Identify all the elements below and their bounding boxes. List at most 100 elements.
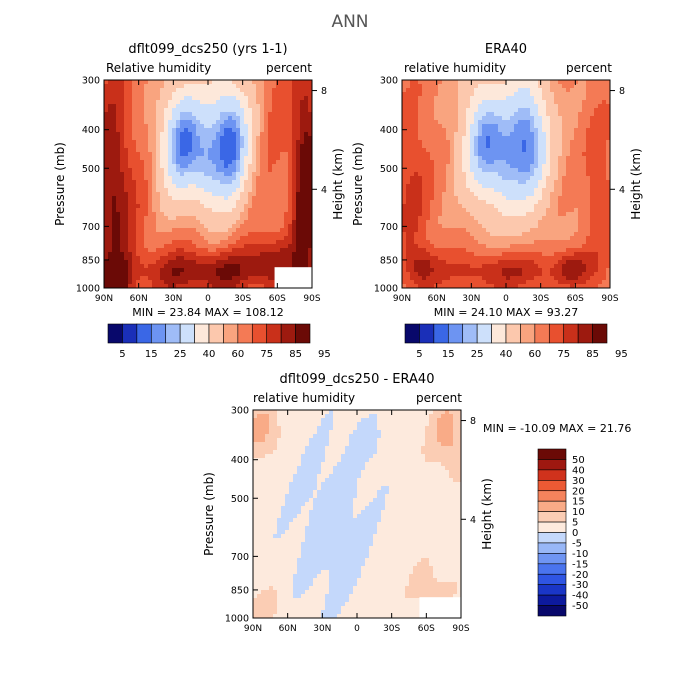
contour-cell	[602, 128, 607, 133]
contour-cell	[216, 100, 221, 105]
contour-cell	[566, 124, 571, 129]
contour-cell	[308, 184, 312, 189]
contour-cell	[434, 164, 439, 169]
contour-cell	[594, 116, 599, 121]
contour-cell	[128, 96, 133, 101]
contour-cell	[156, 200, 161, 205]
contour-cell	[116, 180, 121, 185]
contour-cell	[304, 232, 309, 237]
contour-cell	[204, 88, 209, 93]
contour-cell	[534, 244, 539, 249]
contour-cell	[152, 200, 157, 205]
contour-cell	[280, 84, 285, 89]
contour-cell	[522, 100, 527, 105]
contour-cell	[470, 228, 475, 233]
contour-cell	[172, 164, 177, 169]
contour-cell	[422, 160, 427, 165]
contour-cell	[200, 152, 205, 157]
contour-cell	[220, 112, 225, 117]
contour-cell	[148, 204, 153, 209]
contour-cell	[184, 264, 189, 269]
contour-cell	[562, 208, 567, 213]
contour-cell	[570, 144, 575, 149]
contour-cell	[196, 196, 201, 201]
contour-cell	[442, 236, 447, 241]
contour-cell	[418, 220, 423, 225]
contour-cell	[426, 144, 431, 149]
contour-cell	[284, 96, 289, 101]
contour-cell	[494, 160, 499, 165]
contour-cell	[264, 216, 269, 221]
contour-cell	[236, 212, 241, 217]
contour-cell	[554, 136, 559, 141]
contour-cell	[276, 216, 281, 221]
contour-cell	[144, 164, 149, 169]
contour-cell	[240, 172, 245, 177]
contour-cell	[280, 80, 285, 85]
contour-cell	[236, 200, 241, 205]
contour-cell	[240, 184, 245, 189]
contour-cell	[482, 80, 487, 85]
contour-cell	[578, 84, 583, 89]
contour-cell	[168, 224, 173, 229]
contour-cell	[252, 84, 257, 89]
contour-cell	[124, 148, 129, 153]
contour-cell	[204, 236, 209, 241]
contour-cell	[410, 224, 415, 229]
contour-cell	[116, 84, 121, 89]
contour-cell	[410, 156, 415, 161]
contour-cell	[308, 188, 312, 193]
contour-cell	[514, 224, 519, 229]
contour-cell	[474, 144, 479, 149]
contour-cell	[160, 192, 165, 197]
contour-cell	[280, 180, 285, 185]
contour-cell	[136, 248, 141, 253]
contour-cell	[518, 208, 523, 213]
contour-cell	[486, 132, 491, 137]
contour-cell	[434, 184, 439, 189]
contour-cell	[490, 212, 495, 217]
contour-cell	[534, 116, 539, 121]
contour-cell	[518, 228, 523, 233]
contour-cell	[308, 168, 312, 173]
contour-cell	[132, 176, 137, 181]
contour-cell	[414, 156, 419, 161]
contour-cell	[132, 172, 137, 177]
contour-cell	[104, 236, 109, 241]
contour-cell	[494, 124, 499, 129]
contour-cell	[450, 136, 455, 141]
contour-cell	[514, 132, 519, 137]
contour-cell	[212, 220, 217, 225]
contour-cell	[570, 188, 575, 193]
contour-cell	[466, 220, 471, 225]
contour-cell	[458, 136, 463, 141]
contour-cell	[490, 88, 495, 93]
contour-cell	[450, 148, 455, 153]
contour-cell	[554, 144, 559, 149]
contour-cell	[148, 184, 153, 189]
contour-cell	[478, 232, 483, 237]
contour-cell	[550, 208, 555, 213]
contour-cell	[434, 244, 439, 249]
contour-cell	[120, 220, 125, 225]
contour-cell	[132, 124, 137, 129]
contour-cell	[148, 236, 153, 241]
contour-cell	[240, 176, 245, 181]
contour-cell	[236, 160, 241, 165]
contour-cell	[116, 124, 121, 129]
contour-cell	[184, 88, 189, 93]
contour-cell	[558, 188, 563, 193]
contour-cell	[574, 248, 579, 253]
contour-cell	[308, 196, 312, 201]
contour-cell	[112, 204, 117, 209]
contour-cell	[280, 128, 285, 133]
contour-cell	[300, 168, 305, 173]
contour-cell	[140, 176, 145, 181]
contour-cell	[188, 92, 193, 97]
contour-cell	[112, 124, 117, 129]
contour-cell	[152, 136, 157, 141]
contour-cell	[414, 224, 419, 229]
contour-cell	[470, 152, 475, 157]
contour-cell	[124, 156, 129, 161]
contour-cell	[450, 160, 455, 165]
